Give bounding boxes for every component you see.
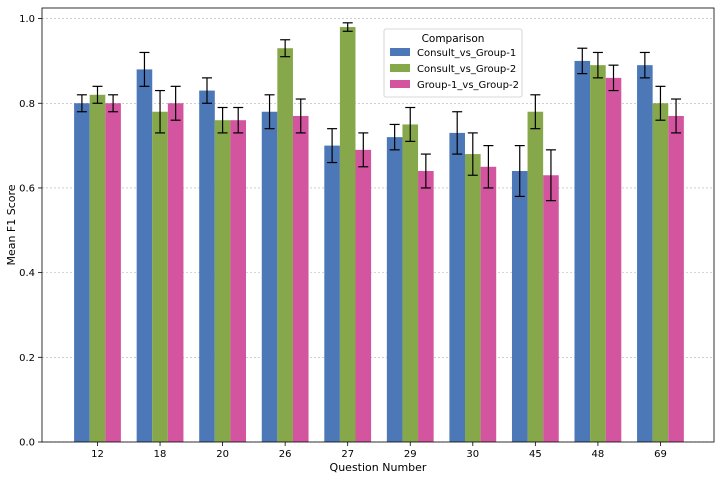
bar bbox=[74, 103, 90, 442]
y-tick-label: 0.4 bbox=[19, 268, 35, 279]
x-tick-label: 26 bbox=[279, 449, 292, 460]
bar bbox=[668, 115, 684, 442]
y-tick-label: 0.6 bbox=[19, 183, 35, 194]
y-tick-label: 0.8 bbox=[19, 99, 35, 110]
x-axis-label: Question Number bbox=[330, 461, 427, 474]
legend-swatch bbox=[390, 64, 410, 72]
bar bbox=[465, 154, 481, 442]
x-axis: 12 18 20 26 27 29 30 45 48 69 bbox=[91, 442, 667, 460]
legend-swatch bbox=[390, 80, 410, 88]
bars bbox=[74, 27, 684, 443]
bar bbox=[261, 111, 278, 443]
x-tick-label: 30 bbox=[466, 449, 479, 460]
bar bbox=[590, 65, 606, 442]
x-tick-label: 20 bbox=[216, 449, 229, 460]
bar bbox=[136, 69, 153, 443]
bar bbox=[230, 120, 246, 442]
bar bbox=[605, 77, 622, 443]
legend-label: Group-1_vs_Group-2 bbox=[417, 80, 519, 91]
bar bbox=[167, 103, 184, 442]
bar bbox=[574, 60, 591, 443]
y-tick-label: 0.0 bbox=[19, 438, 35, 449]
x-tick-label: 18 bbox=[154, 449, 167, 460]
y-axis-label: Mean F1 Score bbox=[5, 184, 18, 265]
bar bbox=[355, 149, 372, 442]
bar bbox=[105, 103, 121, 442]
y-tick-label: 1.0 bbox=[19, 14, 35, 25]
legend-title: Comparison bbox=[422, 33, 485, 45]
bar bbox=[292, 115, 309, 442]
bar bbox=[199, 90, 215, 442]
plot-frame bbox=[41, 7, 715, 443]
bar bbox=[449, 132, 465, 442]
x-tick-label: 48 bbox=[592, 449, 605, 460]
bar bbox=[277, 48, 293, 442]
x-tick-label: 45 bbox=[529, 449, 542, 460]
legend-items: Consult_vs_Group-1 Consult_vs_Group-2 Grou… bbox=[390, 48, 519, 91]
x-tick-label: 29 bbox=[404, 449, 417, 460]
legend-box bbox=[383, 28, 523, 98]
legend: Comparison Consult_vs_Group-1Consult_vs_… bbox=[383, 28, 523, 98]
bar bbox=[339, 27, 356, 443]
y-tick-label: 0.2 bbox=[19, 353, 35, 364]
bar bbox=[418, 171, 434, 442]
legend-swatch bbox=[390, 48, 410, 56]
bar bbox=[214, 120, 231, 442]
bar bbox=[152, 111, 168, 443]
bar bbox=[511, 171, 528, 442]
bar bbox=[637, 65, 653, 442]
bar bbox=[386, 137, 403, 442]
legend-label: Consult_vs_Group-2 bbox=[417, 64, 516, 75]
x-tick-label: 27 bbox=[341, 449, 354, 460]
x-tick-label: 12 bbox=[91, 449, 104, 460]
bar bbox=[543, 175, 559, 442]
bar bbox=[324, 145, 340, 443]
y-axis: 0.0 0.2 0.4 0.6 0.8 1.0 bbox=[19, 14, 42, 449]
bar bbox=[652, 103, 669, 442]
legend-label: Consult_vs_Group-1 bbox=[417, 48, 516, 59]
x-tick-label: 69 bbox=[654, 449, 667, 460]
bar bbox=[527, 111, 544, 443]
bar bbox=[89, 94, 106, 443]
bar bbox=[402, 124, 419, 442]
error-bars bbox=[76, 22, 682, 202]
bar bbox=[480, 166, 497, 442]
